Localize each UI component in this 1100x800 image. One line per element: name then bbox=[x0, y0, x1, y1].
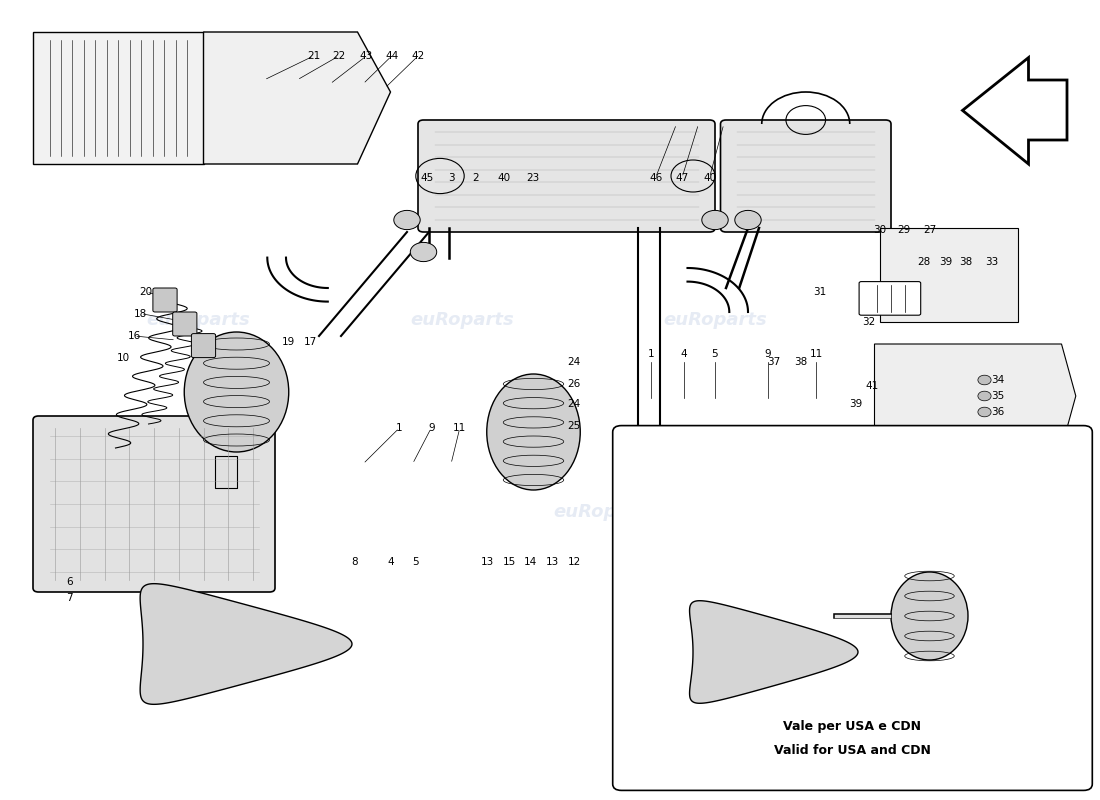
Text: 30: 30 bbox=[873, 226, 887, 235]
Ellipse shape bbox=[185, 332, 288, 452]
FancyBboxPatch shape bbox=[720, 120, 891, 232]
Text: 29: 29 bbox=[898, 226, 911, 235]
FancyBboxPatch shape bbox=[33, 416, 275, 592]
Text: 40: 40 bbox=[703, 173, 716, 182]
Text: 35: 35 bbox=[991, 391, 1004, 401]
Circle shape bbox=[702, 210, 728, 230]
Text: 23: 23 bbox=[526, 173, 539, 182]
Text: 6: 6 bbox=[66, 578, 73, 587]
Circle shape bbox=[410, 242, 437, 262]
Text: 12: 12 bbox=[568, 557, 581, 566]
Text: euRoparts: euRoparts bbox=[146, 503, 250, 521]
Text: 34: 34 bbox=[991, 375, 1004, 385]
Text: 16: 16 bbox=[128, 331, 141, 341]
Ellipse shape bbox=[486, 374, 581, 490]
Text: 39: 39 bbox=[849, 399, 862, 409]
FancyBboxPatch shape bbox=[613, 426, 1092, 790]
Text: 2: 2 bbox=[472, 173, 478, 182]
Polygon shape bbox=[880, 228, 1018, 322]
Text: 45: 45 bbox=[420, 173, 433, 182]
Text: 8: 8 bbox=[351, 557, 358, 566]
Text: 22: 22 bbox=[332, 51, 345, 61]
Text: 25: 25 bbox=[568, 421, 581, 430]
Text: 5: 5 bbox=[412, 557, 419, 566]
Text: 11: 11 bbox=[810, 349, 823, 358]
Circle shape bbox=[978, 375, 991, 385]
Text: 39: 39 bbox=[939, 258, 953, 267]
Text: 7: 7 bbox=[66, 594, 73, 603]
Polygon shape bbox=[874, 344, 1076, 448]
FancyBboxPatch shape bbox=[153, 288, 177, 312]
Text: 24: 24 bbox=[568, 357, 581, 366]
Polygon shape bbox=[204, 32, 390, 164]
Text: 41: 41 bbox=[866, 381, 879, 390]
Text: 4: 4 bbox=[681, 349, 688, 358]
Text: 37: 37 bbox=[767, 357, 780, 366]
Text: 18: 18 bbox=[134, 309, 147, 318]
Text: 9: 9 bbox=[764, 349, 771, 358]
Text: 46: 46 bbox=[649, 173, 662, 182]
Text: 36: 36 bbox=[991, 407, 1004, 417]
Circle shape bbox=[394, 210, 420, 230]
Text: 11: 11 bbox=[453, 423, 466, 433]
Text: 21: 21 bbox=[307, 51, 320, 61]
Text: 10: 10 bbox=[117, 354, 130, 363]
Text: 31: 31 bbox=[813, 287, 826, 297]
Text: euRoparts: euRoparts bbox=[663, 311, 767, 329]
Text: 33: 33 bbox=[986, 258, 999, 267]
Text: 24: 24 bbox=[568, 399, 581, 409]
Text: euRoparts: euRoparts bbox=[146, 311, 250, 329]
Text: 15: 15 bbox=[503, 557, 516, 566]
Text: 38: 38 bbox=[794, 357, 807, 366]
Text: Valid for USA and CDN: Valid for USA and CDN bbox=[774, 744, 931, 757]
Text: 44: 44 bbox=[385, 51, 398, 61]
FancyBboxPatch shape bbox=[859, 282, 921, 315]
Text: 1: 1 bbox=[648, 349, 654, 358]
Text: euRoparts: euRoparts bbox=[410, 311, 514, 329]
Text: 5: 5 bbox=[712, 349, 718, 358]
Polygon shape bbox=[962, 58, 1067, 164]
Text: 38: 38 bbox=[959, 258, 972, 267]
Text: euRoparts: euRoparts bbox=[553, 503, 657, 521]
Text: 40: 40 bbox=[497, 173, 510, 182]
Text: euRoparts: euRoparts bbox=[773, 503, 877, 521]
Text: 1: 1 bbox=[396, 423, 403, 433]
Text: 13: 13 bbox=[481, 557, 494, 566]
FancyBboxPatch shape bbox=[173, 312, 197, 336]
Text: 47: 47 bbox=[675, 173, 689, 182]
Text: 20: 20 bbox=[140, 287, 153, 297]
FancyBboxPatch shape bbox=[191, 334, 216, 358]
Text: 42: 42 bbox=[411, 51, 425, 61]
Polygon shape bbox=[33, 32, 204, 164]
Text: 26: 26 bbox=[568, 379, 581, 389]
Text: 43: 43 bbox=[360, 51, 373, 61]
Circle shape bbox=[978, 407, 991, 417]
Text: 28: 28 bbox=[917, 258, 931, 267]
Text: 14: 14 bbox=[524, 557, 537, 566]
Text: 3: 3 bbox=[448, 173, 454, 182]
Text: 32: 32 bbox=[862, 317, 876, 326]
FancyBboxPatch shape bbox=[418, 120, 715, 232]
Text: 27: 27 bbox=[923, 226, 936, 235]
Circle shape bbox=[735, 210, 761, 230]
Text: 13: 13 bbox=[546, 557, 559, 566]
Ellipse shape bbox=[891, 572, 968, 660]
Polygon shape bbox=[690, 601, 858, 703]
Text: 9: 9 bbox=[428, 423, 435, 433]
Text: 19: 19 bbox=[282, 338, 295, 347]
Text: Vale per USA e CDN: Vale per USA e CDN bbox=[783, 720, 922, 733]
Text: 4: 4 bbox=[387, 557, 394, 566]
Polygon shape bbox=[140, 584, 352, 704]
Text: 17: 17 bbox=[304, 338, 317, 347]
Circle shape bbox=[978, 391, 991, 401]
